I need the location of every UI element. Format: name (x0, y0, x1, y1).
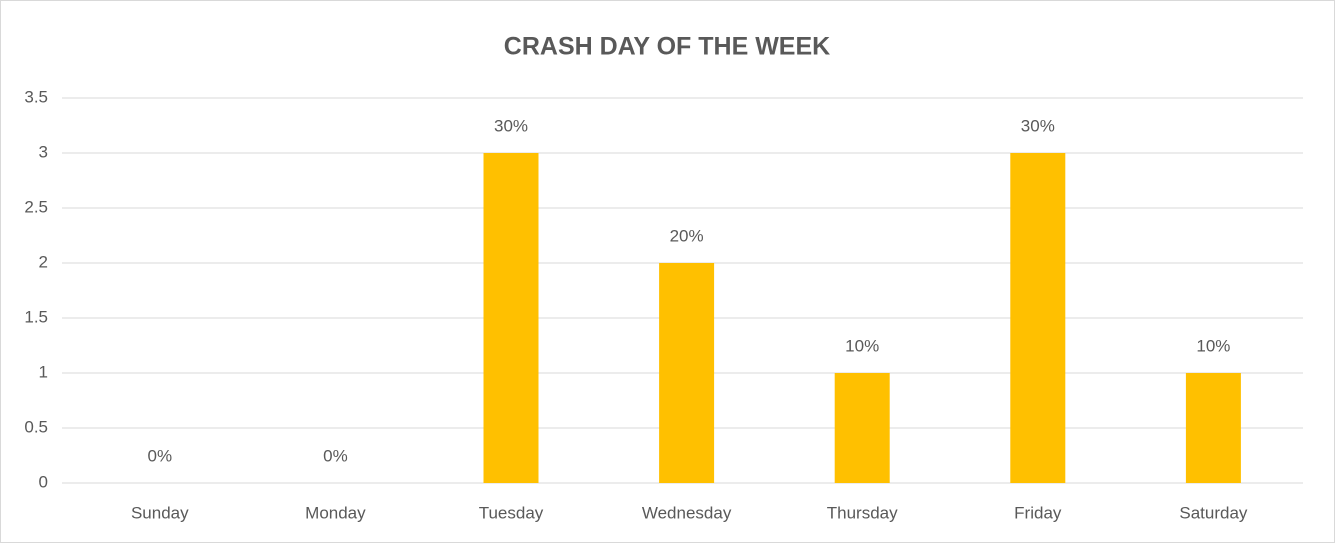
y-tick-label: 1.5 (24, 307, 48, 326)
bar (1185, 373, 1241, 483)
y-tick-label: 0.5 (24, 417, 48, 436)
data-label: 30% (494, 116, 528, 135)
y-tick-label: 3.5 (24, 87, 48, 106)
x-tick-label: Tuesday (479, 503, 544, 522)
y-tick-label: 0 (39, 472, 48, 491)
y-tick-label: 1 (39, 362, 48, 381)
data-label: 10% (845, 336, 879, 355)
x-tick-label: Thursday (827, 503, 898, 522)
bar (834, 373, 890, 483)
y-tick-label: 3 (39, 142, 48, 161)
bar (659, 263, 715, 483)
x-tick-label: Monday (305, 503, 366, 522)
y-tick-label: 2.5 (24, 197, 48, 216)
data-label: 30% (1021, 116, 1055, 135)
x-tick-label: Saturday (1179, 503, 1248, 522)
data-label: 0% (323, 446, 348, 465)
x-tick-label: Sunday (131, 503, 189, 522)
x-tick-label: Wednesday (642, 503, 732, 522)
y-tick-label: 2 (39, 252, 48, 271)
data-label: 10% (1196, 336, 1230, 355)
bar (483, 153, 539, 483)
chart-title: CRASH DAY OF THE WEEK (504, 33, 830, 61)
data-label: 0% (148, 446, 173, 465)
x-tick-label: Friday (1014, 503, 1062, 522)
data-label: 20% (670, 226, 704, 245)
bar (1010, 153, 1066, 483)
